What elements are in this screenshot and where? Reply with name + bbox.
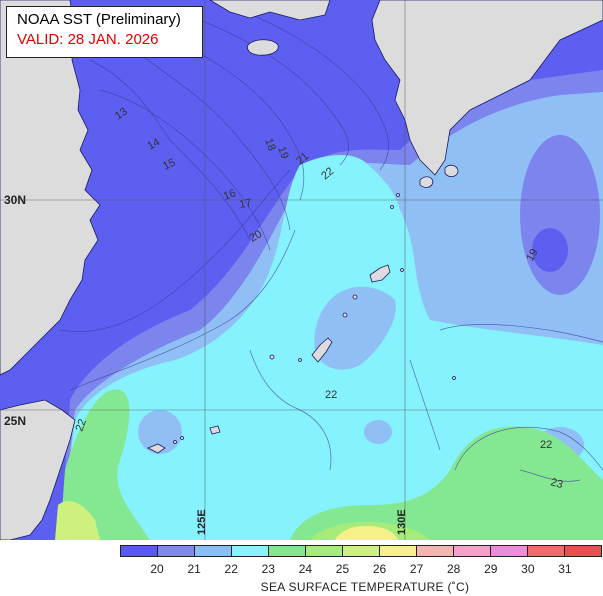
land-korea (209, 0, 331, 21)
sst-band-26-south (335, 525, 398, 540)
contour-label: 23 (549, 476, 564, 491)
contour-lines (59, 9, 603, 482)
colorbar-tick-label: 21 (187, 562, 201, 576)
colorbar-tick-label: 23 (261, 562, 275, 576)
colorbar (120, 545, 602, 557)
colorbar-segment (528, 546, 565, 556)
lat-label-30n: 30N (4, 193, 27, 207)
colorbar-segment (417, 546, 454, 556)
sst-cold-core (532, 228, 568, 272)
title-box: NOAA SST (Preliminary) VALID: 28 JAN. 20… (6, 6, 203, 58)
colorbar-tick-label: 28 (447, 562, 461, 576)
colorbar-segment (306, 546, 343, 556)
lon-label-125e: 125E (196, 509, 208, 535)
map-title: NOAA SST (Preliminary) (17, 11, 181, 28)
land-yakushima (444, 164, 459, 178)
colorbar-segment (454, 546, 491, 556)
valid-date: VALID: 28 JAN. 2026 (17, 31, 159, 48)
contour-label: 19 (275, 145, 290, 161)
contour-label: 20 (248, 228, 265, 245)
land-tanegashima (419, 176, 434, 188)
colorbar-segment (380, 546, 417, 556)
sst-band-24-south (290, 426, 603, 540)
lat-label-25n: 25N (4, 414, 27, 428)
colorbar-segment (343, 546, 380, 556)
colorbar-tick-label: 26 (372, 562, 387, 576)
land-small-islands (147, 193, 456, 454)
colorbar-tick-label: 20 (150, 562, 164, 576)
land-china (0, 0, 101, 376)
colorbar-tick-label: 29 (484, 562, 498, 576)
colorbar-segment (158, 546, 195, 556)
colorbar-segment (232, 546, 269, 556)
colorbar-title: SEA SURFACE TEMPERATURE (˚C) (260, 580, 470, 594)
sst-okinawa-patch (314, 286, 396, 370)
contour-label: 14 (146, 136, 163, 153)
sst-small-cool-patch (364, 420, 392, 444)
colorbar-tick-label: 31 (558, 562, 572, 576)
land-amami (369, 264, 391, 283)
contour-label: 22 (74, 417, 89, 433)
colorbar-segment (491, 546, 528, 556)
colorbar-tick-label: 22 (224, 562, 238, 576)
contour-label: 15 (161, 157, 177, 173)
graticule (0, 0, 603, 540)
land-okinawa (311, 337, 333, 363)
colorbar-tick-label: 25 (335, 562, 350, 576)
contour-label: 17 (238, 197, 252, 211)
contour-label: 18 (262, 137, 277, 153)
colorbar-segment (121, 546, 158, 556)
contour-label: 22 (540, 439, 552, 451)
sst-cool-patch-taiwan (138, 410, 182, 454)
colorbar-tick-label: 24 (298, 562, 313, 576)
colorbar-segment (269, 546, 306, 556)
sst-cold-eddy-inner (520, 135, 600, 295)
land-kyushu (371, 0, 603, 176)
colorbar-segment (195, 546, 232, 556)
colorbar-tick-label: 27 (409, 562, 424, 576)
sst-band-25-west (55, 500, 100, 540)
sst-band-24-west (60, 389, 150, 540)
lon-label-130e: 130E (396, 509, 408, 535)
colorbar-tick-label: 30 (521, 562, 535, 576)
contour-label: 13 (113, 106, 130, 123)
contour-label: 19 (524, 247, 541, 264)
colorbar-segment (565, 546, 601, 556)
contour-label: 22 (325, 389, 337, 401)
land-taiwan (0, 399, 76, 540)
land-jeju (247, 39, 279, 56)
contour-label: 16 (222, 187, 238, 202)
